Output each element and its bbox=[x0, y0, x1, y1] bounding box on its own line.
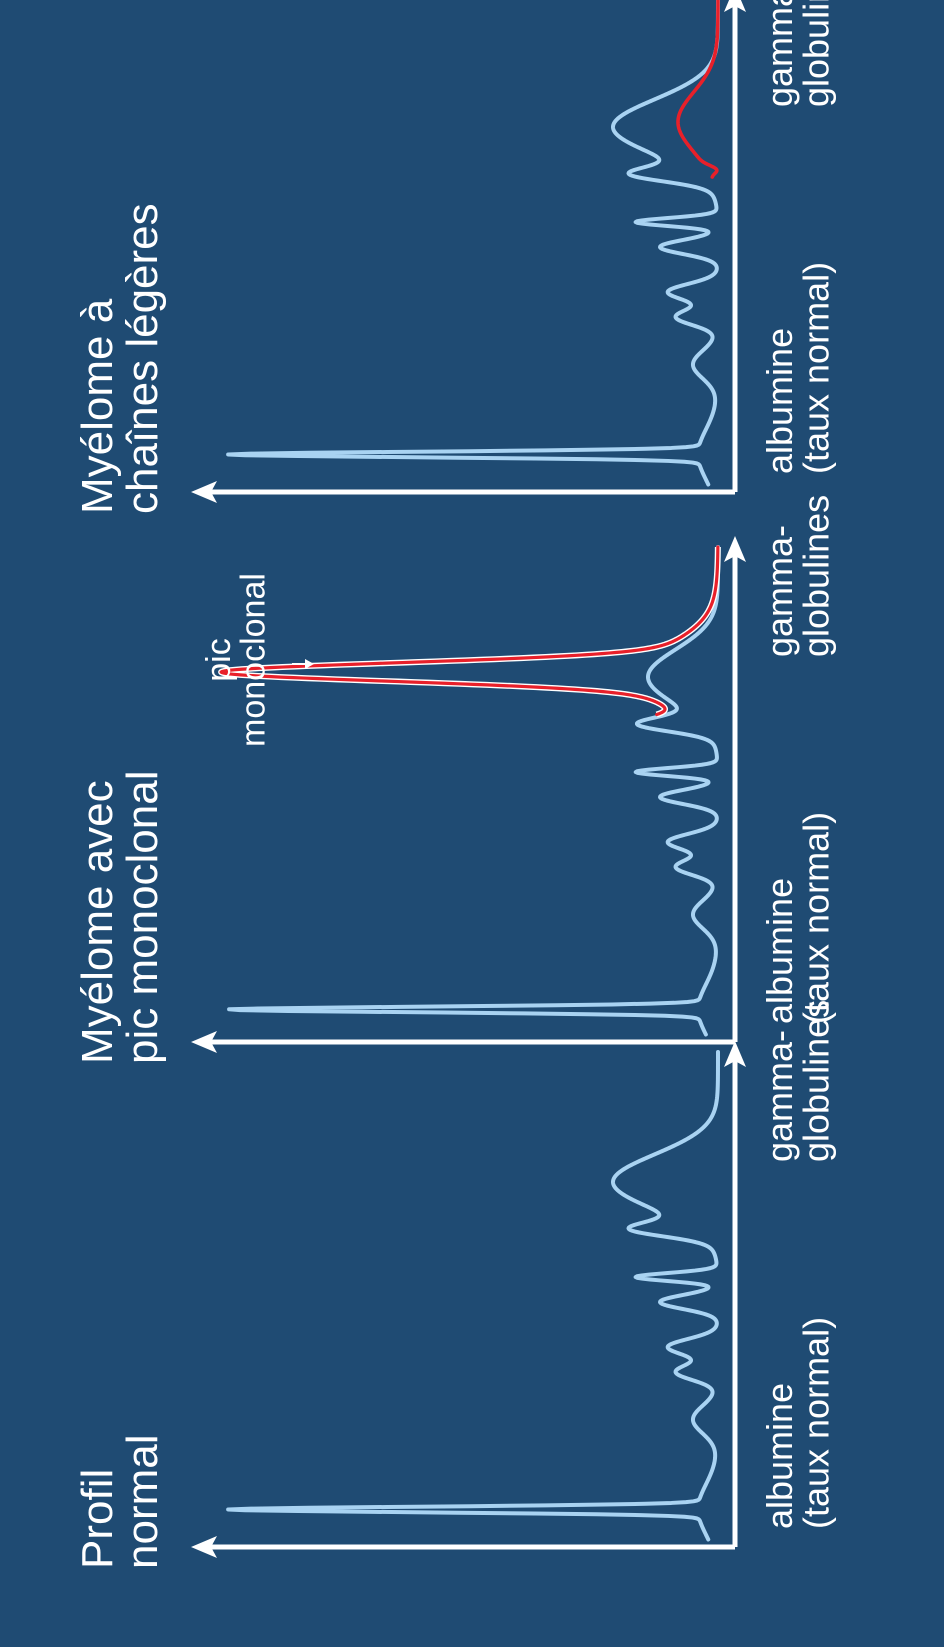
horizontal-axis-arrow-icon bbox=[724, 1041, 746, 1067]
panel-title: Myélome avecpic monoclonal bbox=[73, 771, 167, 1065]
annotation-arrowhead-icon bbox=[305, 659, 314, 669]
gamma-globulin-label: gamma-globulines bbox=[759, 0, 837, 107]
gamma-globulin-label-line: globulines bbox=[796, 1000, 837, 1162]
vertical-axis-arrow-icon bbox=[191, 1031, 217, 1053]
panel-title-line: Myélome avec bbox=[73, 780, 122, 1064]
protein-curve bbox=[226, 1050, 720, 1542]
panel-title: Profilnormal bbox=[73, 1435, 167, 1570]
protein-curve bbox=[226, 0, 720, 487]
gamma-globulin-label: gamma-globulines bbox=[759, 1000, 837, 1162]
albumin-label: albumine(taux normal) bbox=[759, 812, 837, 1024]
horizontal-axis-arrow-icon bbox=[724, 536, 746, 562]
panel-light-chain bbox=[205, 0, 738, 495]
albumin-label-line: (taux normal) bbox=[796, 812, 837, 1024]
monoclonal-peak-annotation-line: monoclonal bbox=[235, 573, 273, 747]
albumin-label-line: albumine bbox=[759, 1383, 800, 1529]
light-chain-curve bbox=[676, 0, 720, 179]
panel-title: Myélome àchaînes légères bbox=[73, 203, 167, 514]
albumin-label-line: albumine bbox=[759, 328, 800, 474]
albumin-label: albumine(taux normal) bbox=[759, 262, 837, 474]
panel-title-line: Myélome à bbox=[73, 298, 122, 514]
albumin-label-line: (taux normal) bbox=[796, 1317, 837, 1529]
panel-title-line: Profil bbox=[73, 1469, 122, 1569]
horizontal-axis-arrow-icon bbox=[724, 0, 746, 12]
monoclonal-peak-annotation: picmonoclonal bbox=[200, 573, 273, 747]
panel-monoclonal bbox=[205, 544, 738, 1045]
gamma-globulin-label-line: globulines bbox=[796, 0, 837, 107]
gamma-globulin-label-line: gamma- bbox=[759, 525, 800, 657]
rotated-content: Profilnormal albumine(taux normal)gamma-g… bbox=[73, 0, 837, 1569]
protein-curve bbox=[227, 545, 720, 1037]
gamma-globulin-label-line: gamma- bbox=[759, 0, 800, 107]
gamma-globulin-label: gamma-globulines bbox=[759, 495, 837, 657]
monoclonal-peak-curve bbox=[219, 545, 720, 717]
panel-title-line: chaînes légères bbox=[118, 203, 167, 514]
gamma-globulin-label-line: globulines bbox=[796, 495, 837, 657]
panel-title-line: normal bbox=[118, 1435, 167, 1570]
gamma-globulin-label-line: gamma- bbox=[759, 1030, 800, 1162]
albumin-label-line: albumine bbox=[759, 878, 800, 1024]
monoclonal-peak-annotation-line: pic bbox=[200, 638, 238, 681]
albumin-label-line: (taux normal) bbox=[796, 262, 837, 474]
panel-normal bbox=[205, 1050, 738, 1550]
albumin-label: albumine(taux normal) bbox=[759, 1317, 837, 1529]
vertical-axis-arrow-icon bbox=[191, 1536, 217, 1558]
vertical-axis-arrow-icon bbox=[191, 481, 217, 503]
panel-title-line: pic monoclonal bbox=[118, 771, 167, 1065]
